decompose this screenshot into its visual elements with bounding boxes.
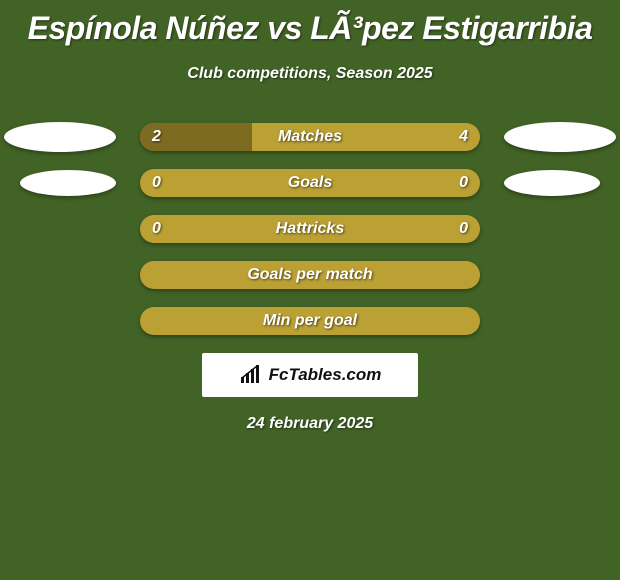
- stat-label: Goals: [140, 169, 480, 197]
- stat-label: Goals per match: [140, 261, 480, 289]
- player-ellipse: [504, 170, 600, 196]
- bar-chart-icon: [239, 365, 263, 385]
- stat-row: 00Hattricks: [140, 215, 480, 243]
- player-ellipse: [20, 170, 116, 196]
- stats-container: 24Matches 00Goals 00Hattricks Goals per mat…: [140, 123, 480, 335]
- page-title: Espínola Núñez vs LÃ³pez Estigarribia: [0, 0, 620, 47]
- source-badge: FcTables.com: [202, 353, 418, 397]
- stat-row: Goals per match: [140, 261, 480, 289]
- player-ellipse: [504, 122, 616, 152]
- player-ellipse: [4, 122, 116, 152]
- stat-label: Matches: [140, 123, 480, 151]
- subtitle: Club competitions, Season 2025: [0, 65, 620, 83]
- date: 24 february 2025: [0, 415, 620, 433]
- source-badge-text: FcTables.com: [269, 365, 382, 385]
- stat-row: Min per goal: [140, 307, 480, 335]
- stat-label: Hattricks: [140, 215, 480, 243]
- stat-label: Min per goal: [140, 307, 480, 335]
- stat-row: 24Matches: [140, 123, 480, 151]
- stat-row: 00Goals: [140, 169, 480, 197]
